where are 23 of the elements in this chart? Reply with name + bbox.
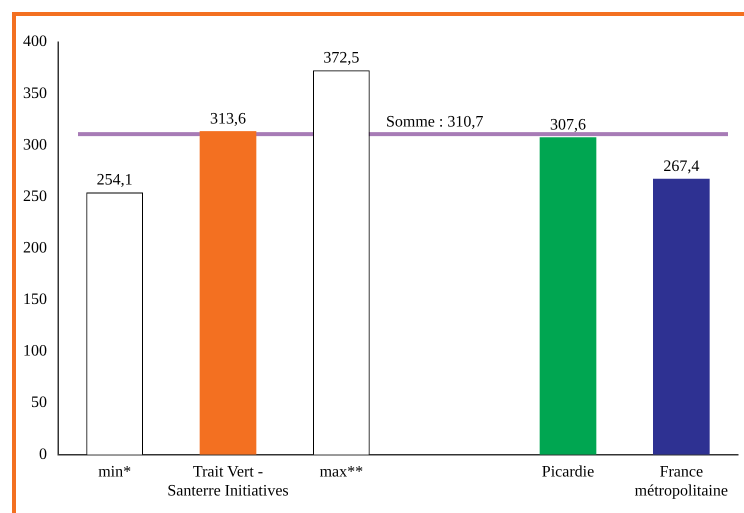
ref-line-label: Somme : 310,7 — [386, 113, 484, 130]
y-tick-label: 0 — [39, 446, 47, 463]
y-tick-label: 150 — [23, 291, 47, 308]
bar — [200, 131, 256, 455]
x-tick-label: Trait Vert - Santerre Initiatives — [167, 463, 289, 500]
y-tick-label: 100 — [23, 342, 47, 360]
y-tick-label: 300 — [23, 136, 47, 154]
y-tick-label: 200 — [23, 240, 47, 257]
y-tick-label: 350 — [23, 84, 47, 102]
data-label: 372,5 — [323, 50, 360, 67]
y-tick-label: 50 — [31, 394, 47, 412]
data-label: 313,6 — [210, 110, 246, 128]
x-tick-label: France métropolitaine — [634, 463, 728, 500]
bar — [653, 178, 710, 455]
data-label: 307,6 — [550, 116, 586, 134]
x-tick-label: max** — [320, 463, 364, 480]
data-label: 254,1 — [96, 172, 133, 189]
data-label: 267,4 — [663, 158, 700, 175]
x-tick-label: Picardie — [542, 463, 594, 480]
bar — [540, 137, 596, 455]
y-tick-label: 400 — [23, 33, 47, 50]
x-tick-label: min* — [98, 463, 132, 480]
y-tick-label: 250 — [23, 188, 47, 205]
